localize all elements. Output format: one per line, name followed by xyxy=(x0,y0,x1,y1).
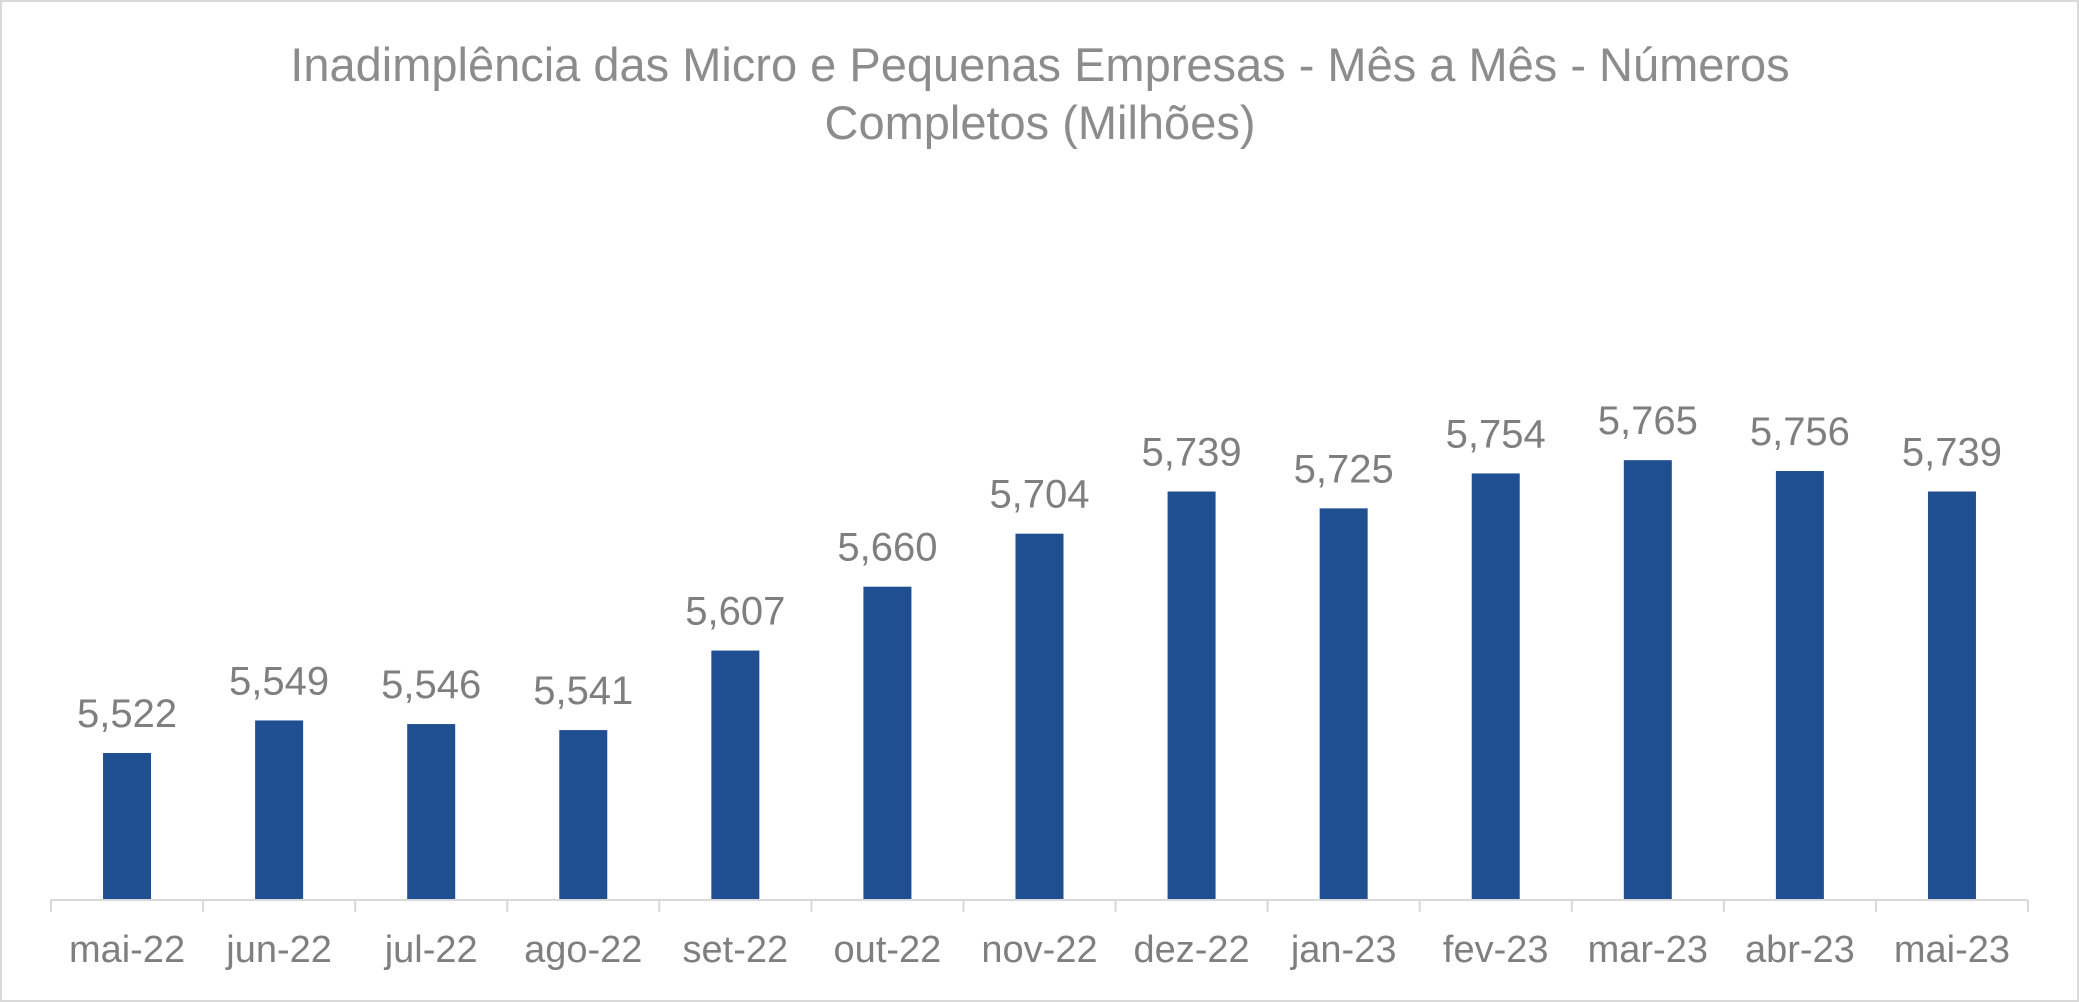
x-tick-label-ago-22: ago-22 xyxy=(524,929,642,971)
x-tick-label-mar-23: mar-23 xyxy=(1588,929,1708,971)
x-tick-label-dez-22: dez-22 xyxy=(1133,929,1249,971)
x-tick-label-mai-22: mai-22 xyxy=(69,929,185,971)
data-label-dez-22: 5,739 xyxy=(1142,431,1242,475)
data-label-fev-23: 5,754 xyxy=(1446,412,1546,456)
data-label-mai-22: 5,522 xyxy=(77,692,177,736)
bar-nov-22 xyxy=(1015,533,1064,900)
bar-jun-22 xyxy=(255,720,304,900)
data-label-jun-22: 5,549 xyxy=(229,659,329,703)
x-tick-label-jun-22: jun-22 xyxy=(225,929,332,971)
bar-mai-22 xyxy=(103,752,152,900)
bar-out-22 xyxy=(863,586,912,900)
data-label-abr-23: 5,756 xyxy=(1750,410,1850,454)
x-axis: mai-22 jun-22 jul-22 ago-22 set-22 out-22 nov-… xyxy=(50,899,2029,971)
data-label-set-22: 5,607 xyxy=(685,590,785,634)
bar-abr-23 xyxy=(1775,471,1824,900)
x-tick-label-out-22: out-22 xyxy=(834,929,942,971)
x-tick-label-jan-23: jan-23 xyxy=(1290,929,1397,971)
data-label-nov-22: 5,704 xyxy=(989,473,1089,517)
bar-jul-22 xyxy=(407,724,456,900)
bar-dez-22 xyxy=(1167,491,1216,900)
bar-mai-23 xyxy=(1927,491,1976,900)
chart-title: Inadimplência das Micro e Pequenas Empre… xyxy=(290,38,1790,149)
data-label-out-22: 5,660 xyxy=(837,526,937,570)
bar-mar-23 xyxy=(1623,460,1672,900)
x-tick-label-fev-23: fev-23 xyxy=(1443,929,1549,971)
bar-ago-22 xyxy=(559,730,608,900)
data-label-mar-23: 5,765 xyxy=(1598,399,1698,443)
x-tick-label-mai-23: mai-23 xyxy=(1894,929,2010,971)
data-label-ago-22: 5,541 xyxy=(533,669,633,713)
bar-set-22 xyxy=(711,650,760,900)
data-labels-layer: 5,522 5,549 5,546 5,541 5,607 5,660 5,704 5,739… xyxy=(77,399,2002,736)
bar-jan-23 xyxy=(1319,508,1368,900)
data-label-jul-22: 5,546 xyxy=(381,663,481,707)
data-label-jan-23: 5,725 xyxy=(1294,447,1394,491)
x-tick-label-jul-22: jul-22 xyxy=(384,929,478,971)
x-tick-label-nov-22: nov-22 xyxy=(981,929,1097,971)
data-label-mai-23: 5,739 xyxy=(1902,431,2002,475)
bars-layer xyxy=(103,460,1976,900)
bar-fev-23 xyxy=(1471,473,1520,900)
x-tick-label-set-22: set-22 xyxy=(683,929,789,971)
x-tick-label-abr-23: abr-23 xyxy=(1745,929,1855,971)
